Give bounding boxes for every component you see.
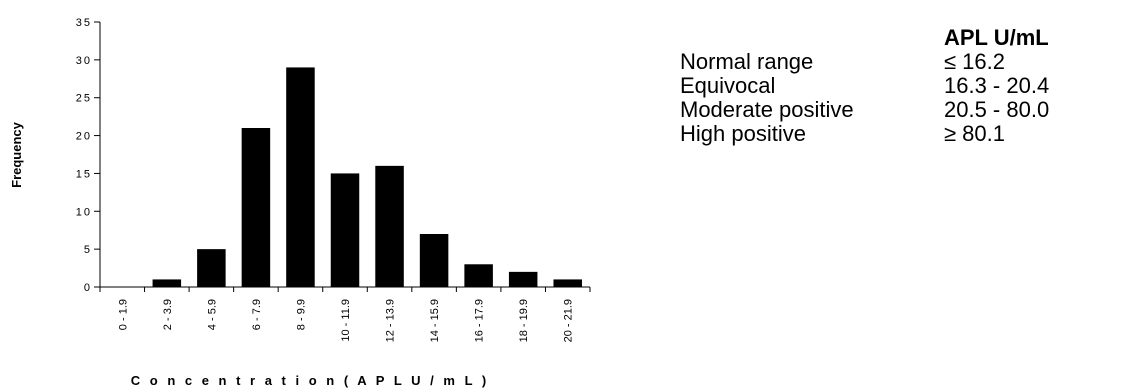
range-value: 16.3 - 20.4 (944, 73, 1050, 98)
y-tick-label: 15 (76, 168, 92, 180)
x-tick-label: 20 - 21.9 (563, 299, 575, 342)
y-tick-label: 20 (76, 131, 92, 143)
bar (330, 173, 360, 287)
range-value: ≥ 80.1 (944, 121, 1006, 146)
range-label: Moderate positive (680, 97, 854, 122)
histogram-chart: Frequency C o n c e n t r a t i o n ( A … (9, 17, 591, 388)
x-tick-label: 14 - 15.9 (429, 299, 441, 342)
bar (286, 67, 315, 287)
y-tick-label: 30 (76, 55, 92, 67)
x-tick-label: 6 - 7.9 (251, 299, 263, 330)
bar (375, 165, 404, 287)
y-axis-label: Frequency (9, 121, 24, 188)
bar (241, 128, 271, 287)
ranges-header: APL U/mL (944, 25, 1049, 50)
chart-marks: 0 5 10 15 20 25 30 35 0 - 1.9 2 - 3.9 4 - 5.9 6 - 7… (76, 17, 591, 342)
bar (419, 234, 449, 287)
y-tick-label: 5 (84, 244, 92, 256)
bar (464, 264, 493, 287)
x-tick-label: 10 - 11.9 (340, 299, 352, 342)
x-tick-label: 0 - 1.9 (117, 299, 129, 330)
bar (197, 249, 226, 287)
x-tick-label: 2 - 3.9 (162, 299, 174, 330)
y-tick-label: 25 (76, 93, 92, 105)
bar (508, 271, 538, 287)
y-tick-label: 0 (84, 282, 92, 294)
bar (553, 279, 582, 287)
x-tick-label: 18 - 19.9 (518, 299, 530, 342)
range-label: High positive (680, 121, 806, 146)
range-value: ≤ 16.2 (944, 49, 1006, 74)
range-value: 20.5 - 80.0 (944, 97, 1050, 122)
y-tick-label: 35 (76, 17, 92, 29)
x-tick-label: 12 - 13.9 (385, 299, 397, 342)
x-axis-label: C o n c e n t r a t i o n ( A P L U / m … (131, 373, 489, 388)
x-tick-label: 8 - 9.9 (295, 299, 307, 330)
bar (152, 279, 182, 287)
x-tick-label: 4 - 5.9 (206, 299, 218, 330)
range-label: Normal range (680, 49, 814, 74)
range-label: Equivocal (680, 73, 776, 98)
x-tick-label: 16 - 17.9 (474, 299, 486, 342)
y-tick-label: 10 (76, 206, 92, 218)
